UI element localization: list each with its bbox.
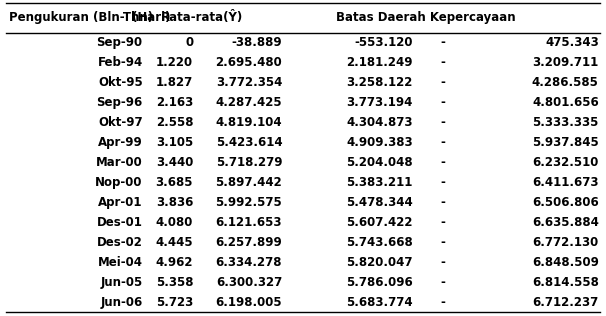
Text: 0: 0: [185, 36, 193, 49]
Text: 6.848.509: 6.848.509: [532, 256, 599, 269]
Text: 475.343: 475.343: [545, 36, 599, 49]
Text: -: -: [440, 156, 445, 169]
Text: 5.607.422: 5.607.422: [347, 216, 413, 229]
Text: 4.819.104: 4.819.104: [216, 116, 282, 129]
Text: -: -: [440, 56, 445, 69]
Text: -: -: [440, 96, 445, 109]
Text: 3.772.354: 3.772.354: [216, 76, 282, 89]
Text: -: -: [440, 236, 445, 249]
Text: 4.909.383: 4.909.383: [346, 136, 413, 149]
Text: Feb-94: Feb-94: [98, 56, 142, 69]
Text: 5.820.047: 5.820.047: [347, 256, 413, 269]
Text: 5.423.614: 5.423.614: [216, 136, 282, 149]
Text: -: -: [440, 276, 445, 289]
Text: 1.827: 1.827: [156, 76, 193, 89]
Text: -553.120: -553.120: [355, 36, 413, 49]
Text: 3.685: 3.685: [156, 176, 193, 189]
Text: 5.786.096: 5.786.096: [346, 276, 413, 289]
Text: Des-02: Des-02: [97, 236, 142, 249]
Text: 4.286.585: 4.286.585: [532, 76, 599, 89]
Text: Pengukuran (Bln-Thn): Pengukuran (Bln-Thn): [9, 11, 153, 24]
Text: Mei-04: Mei-04: [98, 256, 142, 269]
Text: 3.440: 3.440: [156, 156, 193, 169]
Text: 5.683.774: 5.683.774: [346, 296, 413, 309]
Text: 3.836: 3.836: [156, 196, 193, 209]
Text: 6.198.005: 6.198.005: [216, 296, 282, 309]
Text: 4.962: 4.962: [156, 256, 193, 269]
Text: 2.558: 2.558: [156, 116, 193, 129]
Text: Sep-96: Sep-96: [96, 96, 142, 109]
Text: 4.445: 4.445: [156, 236, 193, 249]
Text: 2.695.480: 2.695.480: [216, 56, 282, 69]
Text: 6.712.237: 6.712.237: [533, 296, 599, 309]
Text: 5.478.344: 5.478.344: [346, 196, 413, 209]
Text: 4.080: 4.080: [156, 216, 193, 229]
Text: 5.723: 5.723: [156, 296, 193, 309]
Text: -: -: [440, 116, 445, 129]
Text: (Hari): (Hari): [132, 11, 171, 24]
Text: 2.163: 2.163: [156, 96, 193, 109]
Text: -: -: [440, 196, 445, 209]
Text: 5.204.048: 5.204.048: [346, 156, 413, 169]
Text: 2.181.249: 2.181.249: [347, 56, 413, 69]
Text: Des-01: Des-01: [97, 216, 142, 229]
Text: Okt-97: Okt-97: [98, 116, 142, 129]
Text: 5.358: 5.358: [156, 276, 193, 289]
Text: Jun-05: Jun-05: [101, 276, 142, 289]
Text: 6.814.558: 6.814.558: [532, 276, 599, 289]
Text: 5.743.668: 5.743.668: [346, 236, 413, 249]
Text: -: -: [440, 76, 445, 89]
Text: 5.992.575: 5.992.575: [216, 196, 282, 209]
Text: -: -: [440, 36, 445, 49]
Text: 3.105: 3.105: [156, 136, 193, 149]
Text: -38.889: -38.889: [231, 36, 282, 49]
Text: -: -: [440, 216, 445, 229]
Text: -: -: [440, 256, 445, 269]
Text: 6.257.899: 6.257.899: [216, 236, 282, 249]
Text: 5.937.845: 5.937.845: [532, 136, 599, 149]
Text: Apr-99: Apr-99: [98, 136, 142, 149]
Text: -: -: [440, 136, 445, 149]
Text: 6.411.673: 6.411.673: [532, 176, 599, 189]
Text: 6.506.806: 6.506.806: [532, 196, 599, 209]
Text: Apr-01: Apr-01: [98, 196, 142, 209]
Text: 5.718.279: 5.718.279: [216, 156, 282, 169]
Text: 3.258.122: 3.258.122: [347, 76, 413, 89]
Text: 6.232.510: 6.232.510: [533, 156, 599, 169]
Text: 5.897.442: 5.897.442: [216, 176, 282, 189]
Text: 5.333.335: 5.333.335: [533, 116, 599, 129]
Text: 5.383.211: 5.383.211: [347, 176, 413, 189]
Text: 1.220: 1.220: [156, 56, 193, 69]
Text: -: -: [440, 176, 445, 189]
Text: Rata-rata(Ŷ): Rata-rata(Ŷ): [161, 11, 243, 24]
Text: 6.121.653: 6.121.653: [216, 216, 282, 229]
Text: Okt-95: Okt-95: [98, 76, 142, 89]
Text: Sep-90: Sep-90: [96, 36, 142, 49]
Text: 6.300.327: 6.300.327: [216, 276, 282, 289]
Text: 3.773.194: 3.773.194: [347, 96, 413, 109]
Text: -: -: [440, 296, 445, 309]
Text: Jun-06: Jun-06: [101, 296, 142, 309]
Text: 4.801.656: 4.801.656: [532, 96, 599, 109]
Text: Nop-00: Nop-00: [95, 176, 142, 189]
Text: 4.287.425: 4.287.425: [216, 96, 282, 109]
Text: 4.304.873: 4.304.873: [347, 116, 413, 129]
Text: Batas Daerah Kepercayaan: Batas Daerah Kepercayaan: [336, 11, 516, 24]
Text: Mar-00: Mar-00: [96, 156, 142, 169]
Text: 6.772.130: 6.772.130: [533, 236, 599, 249]
Text: 6.635.884: 6.635.884: [532, 216, 599, 229]
Text: 6.334.278: 6.334.278: [216, 256, 282, 269]
Text: 3.209.711: 3.209.711: [533, 56, 599, 69]
